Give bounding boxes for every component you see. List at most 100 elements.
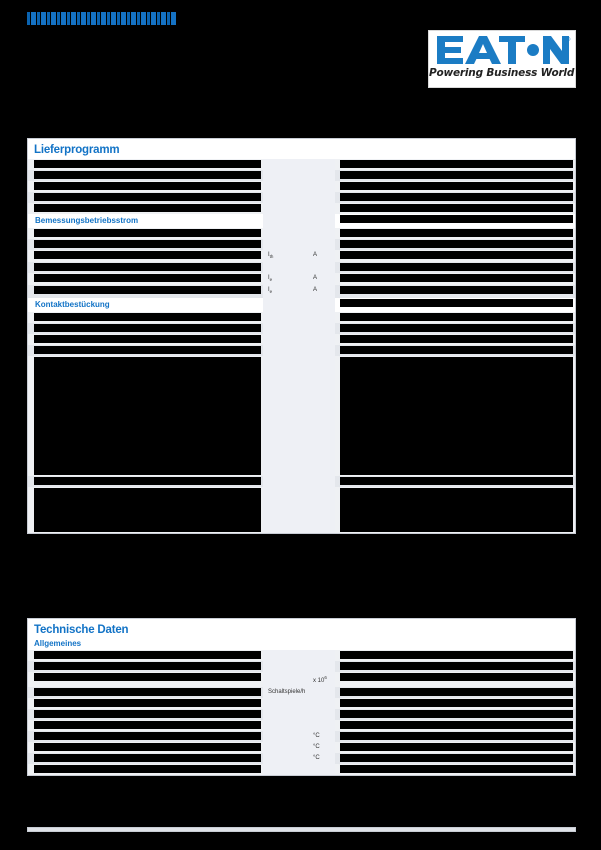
row-label: [28, 181, 263, 192]
row-label: [28, 742, 263, 753]
redacted-value-bar: [340, 721, 573, 729]
redacted-value-bar: [340, 204, 573, 212]
spec-table-lieferprogramm: Bemessungsbetriebsstrom Ith A Ie A Ie A Kontakt…: [28, 159, 575, 533]
unit-text: A: [313, 287, 318, 294]
redacted-value-bar: [340, 312, 573, 321]
redacted-label-bar: [34, 251, 261, 259]
table-row: [28, 203, 575, 214]
table-row: [28, 192, 575, 203]
section-title-lieferprogramm: Lieferprogramm: [28, 139, 575, 159]
row-symbol: [263, 159, 309, 170]
row-value: [335, 355, 575, 476]
row-symbol: [263, 192, 309, 203]
redacted-value-bar: [340, 699, 573, 707]
redacted-value-bar: [340, 754, 573, 762]
row-symbol: [263, 742, 309, 753]
row-label: [28, 192, 263, 203]
row-value: [335, 333, 575, 345]
table-row: [28, 709, 575, 720]
redacted-label-bar: [34, 286, 261, 295]
row-label: [28, 170, 263, 181]
row-label: [28, 250, 263, 263]
row-unit: [309, 344, 335, 356]
row-unit: [309, 322, 335, 334]
redacted-label-bar: [34, 171, 261, 179]
row-value: [335, 698, 575, 709]
row-value: [335, 297, 575, 312]
redacted-label-bar: [34, 263, 261, 272]
row-value: [335, 344, 575, 356]
redacted-value-bar: [340, 651, 573, 659]
table-row: [28, 486, 575, 533]
row-label: [28, 731, 263, 742]
redacted-value-bar: [340, 193, 573, 201]
footer-bar: [27, 827, 576, 832]
row-symbol: [263, 203, 309, 214]
redacted-value-bar: [340, 356, 573, 475]
row-value: [335, 753, 575, 764]
row-label: [28, 311, 263, 323]
row-unit: [309, 475, 335, 487]
row-unit: [309, 764, 335, 775]
redacted-value-bar: [340, 215, 573, 223]
row-label: [28, 687, 263, 698]
redacted-value-bar: [340, 710, 573, 718]
row-symbol: [263, 650, 309, 661]
row-label: [28, 720, 263, 731]
redacted-value-bar: [340, 334, 573, 343]
row-symbol: [263, 764, 309, 775]
redacted-label-bar: [34, 182, 261, 190]
row-unit: [309, 170, 335, 181]
row-label: [28, 709, 263, 720]
redacted-value-bar: [340, 765, 573, 773]
table-row: [28, 322, 575, 334]
table-row: °C: [28, 731, 575, 742]
redacted-label-bar: [34, 356, 261, 475]
row-value: [335, 192, 575, 203]
row-value: [335, 239, 575, 250]
symbol-text: Ie: [268, 287, 273, 295]
row-label: [28, 333, 263, 345]
redacted-value-bar: [340, 662, 573, 670]
table-row: [28, 475, 575, 487]
row-label: [28, 239, 263, 250]
redacted-value-bar: [340, 732, 573, 740]
redacted-label-bar: [34, 688, 261, 696]
redacted-label-bar: [34, 193, 261, 201]
redacted-value-bar: [340, 743, 573, 751]
row-unit: [309, 650, 335, 661]
row-value: [335, 650, 575, 661]
row-label: [28, 285, 263, 298]
row-unit: [309, 720, 335, 731]
row-value: [335, 731, 575, 742]
table-row: [28, 650, 575, 661]
row-symbol: [263, 731, 309, 742]
redacted-value-bar: [340, 345, 573, 354]
eaton-logo: ® Powering Business Worldwide™: [428, 30, 576, 88]
eaton-tagline: Powering Business Worldwide™: [429, 67, 575, 79]
redacted-label-bar: [34, 732, 261, 740]
redacted-value-bar: [340, 240, 573, 248]
redacted-value-bar: [340, 251, 573, 259]
redacted-label-bar: [34, 476, 261, 485]
row-symbol: [263, 262, 309, 274]
redacted-value-bar: [340, 160, 573, 168]
spec-table-technische-daten: x 106 Schaltspiele/h °C °C °C: [28, 650, 575, 775]
table-row: Ith A: [28, 250, 575, 263]
redacted-value-bar: [340, 673, 573, 681]
row-unit: °C: [309, 731, 335, 742]
redacted-value-bar: [340, 274, 573, 283]
redacted-label-bar: [34, 204, 261, 212]
row-unit: [309, 709, 335, 720]
row-unit: [309, 687, 335, 698]
eaton-tagline-text: Powering Business Worldwide: [429, 67, 575, 79]
row-unit: °C: [309, 742, 335, 753]
row-label: [28, 273, 263, 286]
row-symbol: [263, 720, 309, 731]
row-symbol: [263, 672, 309, 687]
row-label: [28, 159, 263, 170]
row-label: [28, 486, 263, 533]
symbol-text: Ie: [268, 275, 273, 283]
table-row: [28, 170, 575, 181]
unit-text: °C: [313, 755, 320, 761]
